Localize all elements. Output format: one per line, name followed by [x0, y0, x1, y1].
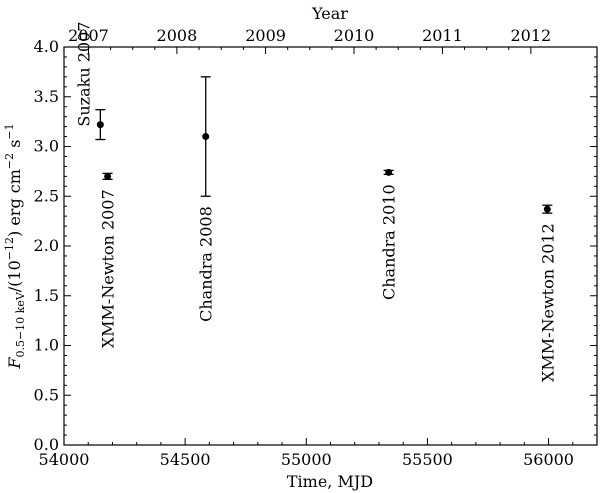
top-tick-label: 2012 — [511, 26, 552, 45]
x-tick-label: 54500 — [160, 450, 211, 469]
top-tick-label: 2010 — [334, 26, 375, 45]
x-axis-label: Time, MJD — [287, 472, 373, 491]
y-axis-label-part3: s — [5, 140, 24, 153]
y-axis-label-exp3: −1 — [3, 123, 16, 139]
y-axis-label-exp2: −2 — [3, 153, 16, 169]
top-tick-label: 2011 — [422, 26, 463, 45]
y-tick-label: 0.0 — [34, 435, 59, 454]
point-annotation: XMM-Newton 2007 — [99, 189, 118, 348]
data-point — [385, 168, 393, 176]
x-tick-label: 55000 — [281, 450, 332, 469]
data-point — [104, 172, 112, 180]
y-axis-ticks: 0.0 0.5 1.0 1.5 2.0 2.5 3.0 3.5 4.0 — [34, 37, 597, 454]
x-axis-ticks: 54000 54500 55000 55500 56000 — [39, 438, 574, 469]
point-annotation: Chandra 2008 — [197, 206, 216, 322]
y-axis-label-main: F — [5, 357, 24, 370]
point-annotation: XMM-Newton 2012 — [538, 223, 557, 382]
y-axis-label: F0.5−10 keV/(10−12) erg cm−2 s−1 — [3, 123, 27, 369]
top-tick-label: 2008 — [157, 26, 198, 45]
data-point — [96, 121, 104, 129]
y-tick-label: 2.5 — [34, 186, 59, 205]
x-tick-label: 56000 — [523, 450, 574, 469]
y-tick-label: 2.0 — [34, 236, 59, 255]
y-tick-label: 1.5 — [34, 286, 59, 305]
y-tick-label: 4.0 — [34, 37, 59, 56]
y-tick-label: 3.5 — [34, 87, 59, 106]
y-tick-label: 1.0 — [34, 336, 59, 355]
y-axis-label-part1: /(10 — [5, 260, 24, 292]
y-axis-label-part2: ) erg cm — [5, 169, 24, 237]
data-point — [202, 133, 210, 141]
data-point — [543, 205, 551, 213]
y-tick-label: 0.5 — [34, 385, 59, 404]
y-axis-label-sub: 0.5−10 keV — [14, 291, 27, 357]
plot-frame — [63, 46, 598, 446]
y-tick-label: 3.0 — [34, 137, 59, 156]
top-tick-label: 2009 — [245, 26, 286, 45]
point-annotation: Suzaku 2007 — [74, 22, 93, 127]
y-axis-label-exp1: −12 — [3, 237, 16, 260]
x-tick-label: 55500 — [402, 450, 453, 469]
top-year-ticks: 2007 2008 2009 2010 2011 2012 — [68, 26, 551, 54]
data-points: Suzaku 2007 XMM-Newton 2007 Chandra 2008 Ch… — [74, 22, 557, 383]
top-x-axis-label: Year — [311, 4, 348, 23]
point-annotation: Chandra 2010 — [380, 184, 399, 300]
top-tick-label: 2007 — [68, 26, 109, 45]
x-tick-label: 54000 — [39, 450, 90, 469]
